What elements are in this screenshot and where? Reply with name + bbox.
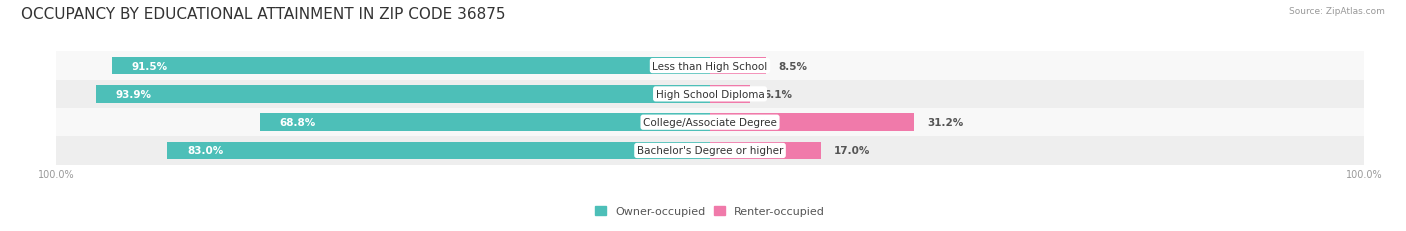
Bar [710,114,914,131]
Text: 6.1%: 6.1% [763,89,792,100]
Text: 83.0%: 83.0% [187,146,224,156]
Bar [56,52,1364,80]
Text: High School Diploma: High School Diploma [655,89,765,100]
Legend: Owner-occupied, Renter-occupied: Owner-occupied, Renter-occupied [591,202,830,221]
Text: OCCUPANCY BY EDUCATIONAL ATTAINMENT IN ZIP CODE 36875: OCCUPANCY BY EDUCATIONAL ATTAINMENT IN Z… [21,7,506,22]
Text: College/Associate Degree: College/Associate Degree [643,118,778,128]
Bar [260,114,710,131]
Bar [710,86,749,103]
Text: 17.0%: 17.0% [834,146,870,156]
Bar [56,137,1364,165]
Bar [710,58,766,75]
Bar [56,80,1364,109]
Bar [112,58,710,75]
Text: Bachelor's Degree or higher: Bachelor's Degree or higher [637,146,783,156]
Bar [710,142,821,160]
Text: 91.5%: 91.5% [131,61,167,71]
Bar [56,109,1364,137]
Text: 8.5%: 8.5% [779,61,807,71]
Text: Source: ZipAtlas.com: Source: ZipAtlas.com [1289,7,1385,16]
Bar [96,86,710,103]
Text: 93.9%: 93.9% [115,89,152,100]
Text: Less than High School: Less than High School [652,61,768,71]
Text: 68.8%: 68.8% [280,118,316,128]
Bar [167,142,710,160]
Text: 31.2%: 31.2% [927,118,963,128]
